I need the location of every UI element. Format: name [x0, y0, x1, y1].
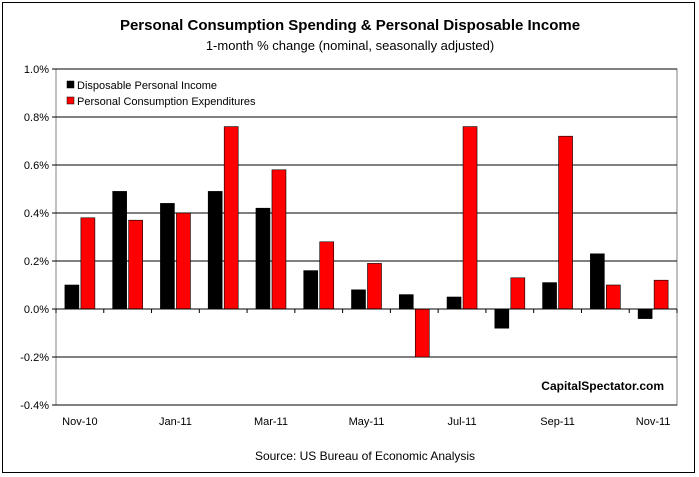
legend-swatch-consumption [66, 96, 75, 105]
bar-consumption [80, 217, 96, 310]
bar-consumption [223, 126, 239, 310]
y-tick-label: 0.8% [24, 112, 49, 124]
y-axis-ticks: -0.4% -0.2% 0.0% 0.2% 0.4% 0.6% 0.8% 1.0% [20, 64, 56, 412]
bar-disposable-income [398, 294, 414, 310]
y-tick-label: 0.4% [24, 208, 49, 220]
x-tick-label: Mar-11 [254, 416, 288, 428]
x-tick-label: Jul-11 [447, 416, 476, 428]
bars [64, 126, 669, 358]
chart-title: Personal Consumption Spending & Personal… [120, 17, 580, 34]
source-note: Source: US Bureau of Economic Analysis [255, 449, 475, 463]
bar-consumption [462, 126, 478, 310]
bar-consumption [367, 263, 382, 310]
bar-disposable-income [303, 270, 319, 310]
x-tick-label: Nov-11 [636, 416, 671, 428]
y-tick-label: -0.4% [20, 400, 49, 412]
legend-label-consumption: Personal Consumption Expenditures [77, 96, 256, 108]
y-tick-label: 0.0% [24, 304, 49, 316]
x-tick-label: Sep-11 [540, 416, 575, 428]
y-tick-label: 0.6% [24, 160, 49, 172]
bar-consumption [606, 284, 621, 310]
bar-disposable-income [112, 191, 127, 310]
bar-consumption [510, 277, 526, 310]
bar-disposable-income [637, 308, 653, 319]
bar-consumption [271, 169, 287, 310]
bar-consumption [176, 212, 191, 310]
bar-disposable-income [207, 191, 223, 310]
x-axis-ticks: Nov-10 Jan-11 Mar-11 May-11 Jul-11 Sep-11 Nov-… [62, 416, 670, 428]
legend-label-disposable-income: Disposable Personal Income [77, 80, 217, 92]
bar-disposable-income [494, 308, 510, 329]
y-tick-label: 0.2% [24, 256, 49, 268]
bar-disposable-income [542, 282, 557, 310]
x-tick-label: May-11 [349, 416, 385, 428]
bar-disposable-income [351, 289, 366, 310]
y-tick-label: 1.0% [24, 64, 49, 76]
bar-disposable-income [255, 207, 271, 310]
x-tick-label: Nov-10 [62, 416, 97, 428]
watermark-annotation: CapitalSpectator.com [541, 379, 664, 393]
bar-disposable-income [446, 296, 462, 310]
bar-consumption [319, 241, 335, 310]
x-tick-label: Jan-11 [159, 416, 192, 428]
zero-axis [55, 308, 678, 313]
gridlines [56, 68, 677, 406]
bar-disposable-income [64, 284, 80, 310]
bar-consumption [653, 279, 669, 310]
bar-consumption [558, 135, 573, 310]
legend-box [63, 78, 275, 112]
chart-subtitle: 1-month % change (nominal, seasonally ad… [206, 38, 494, 53]
bar-disposable-income [590, 253, 605, 310]
y-tick-label: -0.2% [20, 352, 49, 364]
plot-area [55, 68, 678, 406]
bar-disposable-income [160, 203, 175, 310]
legend: Disposable Personal Income Personal Cons… [63, 78, 275, 112]
bar-consumption [128, 219, 143, 310]
bar-consumption [414, 308, 430, 358]
legend-swatch-disposable-income [66, 80, 75, 89]
